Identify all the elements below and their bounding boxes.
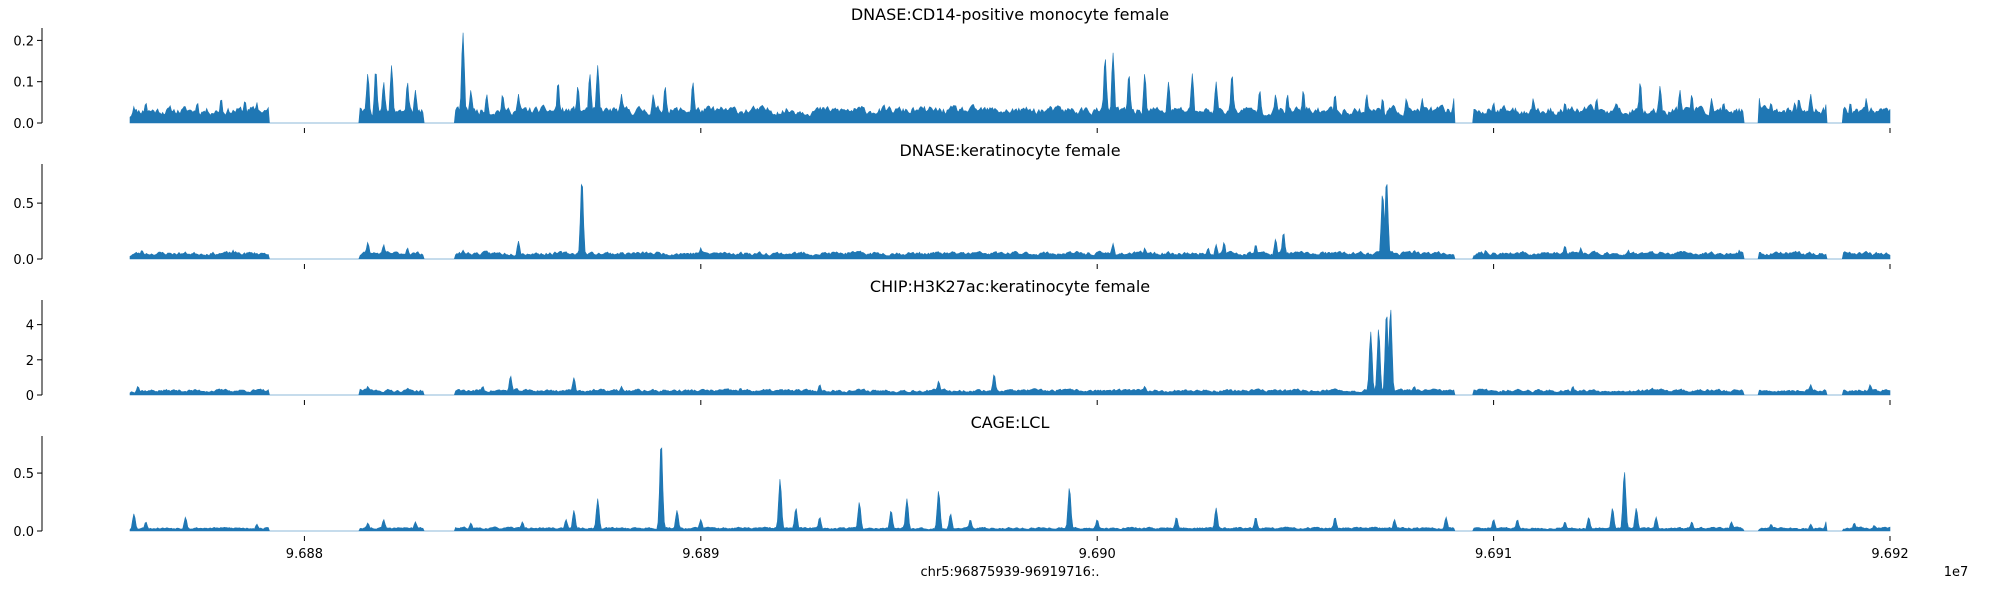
signal-area [129,32,1891,124]
x-axis-offset-label: 1e7 [1944,565,1969,580]
panel-4: CAGE:LCL 0.0 0.5 9.688 9.689 9.690 9.691 9.692 [13,413,1908,562]
panel-title: DNASE:CD14-positive monocyte female [851,5,1169,24]
panel-title: DNASE:keratinocyte female [899,141,1120,160]
panel-3: CHIP:H3K27ac:keratinocyte female 0 2 4 [26,277,1891,405]
panel-1: DNASE:CD14-positive monocyte female 0.0 0.… [13,5,1891,133]
panel-2: DNASE:keratinocyte female 0.0 0.5 [13,141,1891,269]
x-tick-label: 9.691 [1475,547,1512,562]
x-axis-label: chr5:96875939-96919716:. [921,565,1100,580]
x-tick-label: 9.689 [682,547,719,562]
panel-title: CHIP:H3K27ac:keratinocyte female [870,277,1150,296]
panels: DNASE:CD14-positive monocyte female 0.0 0.… [13,5,1908,562]
signal-area [129,309,1891,396]
signal-area [129,447,1891,532]
y-tick-label: 0.1 [13,76,34,91]
y-tick-label: 4 [26,319,34,334]
signal-area [129,183,1891,260]
y-tick-label: 0.0 [13,253,34,268]
y-tick-label: 0 [26,389,34,404]
y-tick-label: 0.0 [13,117,34,132]
y-tick-label: 0.5 [13,197,34,212]
y-tick-label: 0.0 [13,525,34,540]
x-tick-label: 9.688 [286,547,323,562]
y-tick-label: 0.2 [13,34,34,49]
y-tick-label: 0.5 [13,467,34,482]
x-tick-label: 9.692 [1871,547,1908,562]
panel-title: CAGE:LCL [971,413,1050,432]
y-tick-label: 2 [26,354,34,369]
x-tick-label: 9.690 [1079,547,1116,562]
